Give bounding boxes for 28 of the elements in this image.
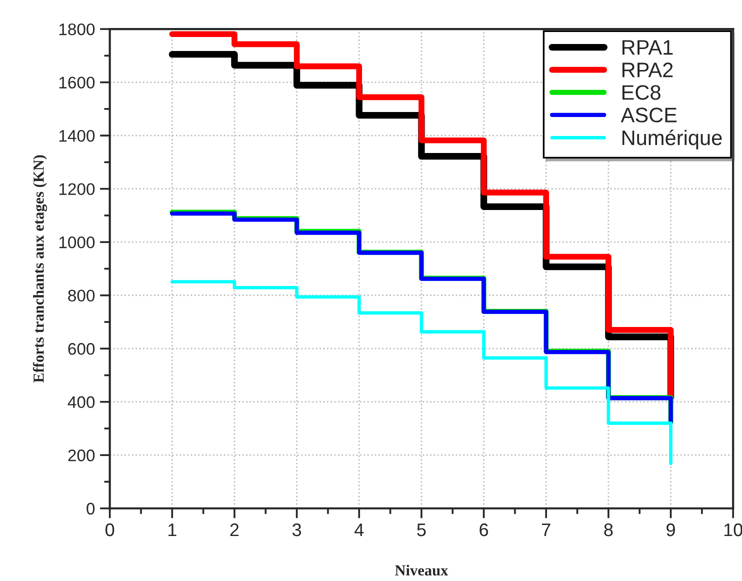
- x-tick-label: 9: [666, 523, 675, 536]
- y-tick-label: 400: [68, 396, 95, 408]
- x-tick-label: 7: [542, 524, 550, 536]
- x-tick-label: 8: [604, 523, 613, 536]
- x-tick-label: 6: [480, 523, 488, 536]
- x-tick-label: 5: [417, 524, 426, 536]
- legend-label: ASCE: [620, 108, 677, 122]
- y-tick-label: 600: [68, 343, 95, 355]
- x-tick-label: 2: [230, 523, 239, 536]
- y-tick-label: 1200: [59, 183, 95, 196]
- x-tick-label: 4: [354, 524, 364, 536]
- y-tick-label: 0: [86, 502, 95, 515]
- x-tick-label: 10: [724, 523, 742, 536]
- legend-label: Numérique: [622, 130, 722, 150]
- y-tick-label: 800: [68, 290, 95, 302]
- legend-label: RPA1: [622, 40, 673, 55]
- legend-label: EC8: [622, 85, 660, 100]
- y-axis-title: Efforts tranchants aux etages (KN): [32, 155, 48, 383]
- x-axis-title: Niveaux: [395, 564, 448, 576]
- x-tick-label: 1: [168, 524, 176, 536]
- legend-label: RPA2: [622, 62, 673, 78]
- y-tick-label: 1000: [59, 236, 95, 248]
- y-tick-label: 1400: [59, 130, 95, 142]
- y-tick-label: 200: [68, 450, 95, 462]
- x-tick-label: 0: [106, 523, 114, 536]
- y-tick-label: 1600: [59, 76, 95, 89]
- x-tick-label: 3: [292, 523, 302, 536]
- y-tick-label: 1800: [59, 23, 95, 36]
